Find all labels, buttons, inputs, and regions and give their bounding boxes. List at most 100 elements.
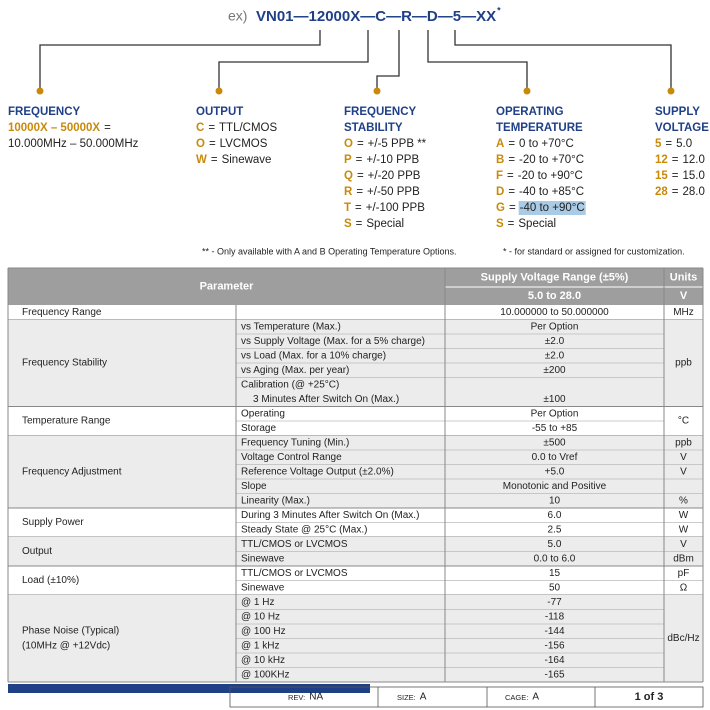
value: 10: [549, 495, 561, 506]
value: Per Option: [531, 321, 579, 332]
footer-bar: [8, 684, 370, 693]
value: +5.0: [545, 466, 565, 477]
unit: dBm: [673, 553, 694, 564]
option-text: 12.0: [683, 154, 705, 166]
option-text: TTL/CMOS: [219, 122, 277, 134]
condition: Voltage Control Range: [241, 452, 342, 463]
value: Monotonic and Positive: [503, 481, 607, 492]
option-text: Special: [366, 218, 404, 230]
unit: W: [679, 524, 689, 535]
condition: Operating: [241, 408, 285, 419]
header-cell: Parameter: [200, 280, 255, 292]
part-code: VN01—12000X—C—R—D—5—XX: [256, 8, 496, 25]
option-text: 5.0: [676, 138, 692, 150]
option-text: Sinewave: [222, 154, 272, 166]
page-number: 1 of 3: [635, 691, 664, 703]
column-title: VOLTAGE: [655, 122, 709, 134]
option-separator: =: [508, 154, 515, 166]
option-separator: =: [356, 186, 363, 198]
option-text: +/-100 PPB: [366, 202, 425, 214]
option-text: LVCMOS: [220, 138, 268, 150]
note: ** - Only available with A and B Operati…: [202, 246, 456, 256]
group-bg: [8, 435, 703, 508]
value: 6.0: [548, 510, 562, 521]
option-code: 15: [655, 170, 668, 182]
condition: @ 1 kHz: [241, 640, 280, 651]
option-separator: =: [357, 170, 364, 182]
option-separator: =: [104, 122, 111, 134]
unit: W: [679, 510, 689, 521]
unit: %: [679, 495, 688, 506]
condition: TTL/CMOS or LVCMOS: [241, 539, 348, 550]
header-cell: 5.0 to 28.0: [528, 290, 581, 302]
condition: Sinewave: [241, 582, 285, 593]
option-text: +/-50 PPB: [367, 186, 420, 198]
unit: °C: [678, 416, 689, 427]
value: ±200: [543, 365, 566, 376]
column-title: STABILITY: [344, 122, 403, 134]
parameter: Temperature Range: [22, 416, 111, 427]
option-separator: =: [208, 122, 215, 134]
parameter: Frequency Adjustment: [22, 466, 122, 477]
header-cell: V: [680, 290, 688, 302]
condition: Linearity (Max.): [241, 495, 310, 506]
option-separator: =: [665, 138, 672, 150]
option-separator: =: [508, 138, 515, 150]
option-text: -40 to +90°C: [520, 202, 585, 214]
value: ±500: [543, 437, 566, 448]
condition: Slope: [241, 481, 267, 492]
condition: Storage: [241, 423, 276, 434]
condition: Steady State @ 25°C (Max.): [241, 524, 367, 535]
column-title: OPERATING: [496, 106, 564, 118]
value: 5.0: [548, 539, 562, 550]
option-separator: =: [672, 170, 679, 182]
value: -165: [544, 669, 564, 680]
option-separator: =: [357, 138, 364, 150]
option-text: +/-5 PPB **: [368, 138, 427, 150]
footer-value: A: [420, 692, 427, 703]
value: -55 to +85: [532, 423, 578, 434]
value: ±2.0: [545, 350, 565, 361]
condition: TTL/CMOS or LVCMOS: [241, 568, 348, 579]
unit: V: [680, 539, 687, 550]
parameter: Supply Power: [22, 517, 84, 528]
value: -164: [544, 655, 564, 666]
option-separator: =: [356, 154, 363, 166]
condition: vs Aging (Max. per year): [241, 365, 349, 376]
option-code: A: [496, 138, 504, 150]
value: 50: [549, 582, 561, 593]
option-text: -40 to +85°C: [519, 186, 584, 198]
parameter: Frequency Stability: [22, 358, 107, 369]
parameter: (10MHz @ +12Vdc): [22, 641, 110, 652]
option-code: 10000X – 50000X: [8, 122, 100, 134]
footer-box: [229, 686, 704, 708]
option-separator: =: [356, 218, 363, 230]
option-text: 15.0: [683, 170, 705, 182]
value: 10.000000 to 50.000000: [500, 307, 609, 318]
value: ±2.0: [545, 336, 565, 347]
condition: vs Supply Voltage (Max. for a 5% charge): [241, 336, 425, 347]
header-cell: Supply Voltage Range (±5%): [481, 271, 629, 283]
column-title: TEMPERATURE: [496, 122, 583, 134]
condition: @ 10 Hz: [241, 611, 280, 622]
option-text: 0 to +70°C: [519, 138, 574, 150]
option-text: 28.0: [683, 186, 705, 198]
condition: 3 Minutes After Switch On (Max.): [253, 394, 399, 405]
value: ±100: [543, 394, 566, 405]
condition: Sinewave: [241, 553, 285, 564]
condition: Reference Voltage Output (±2.0%): [241, 466, 394, 477]
option-separator: =: [209, 138, 216, 150]
option-text: -20 to +90°C: [518, 170, 583, 182]
option-separator: =: [509, 202, 516, 214]
option-separator: =: [507, 170, 514, 182]
option-code: T: [344, 202, 351, 214]
option-code: S: [344, 218, 352, 230]
footer-value: A: [532, 692, 539, 703]
option-code: 12: [655, 154, 668, 166]
parameter: Frequency Range: [22, 307, 102, 318]
option-separator: =: [672, 154, 679, 166]
option-code: 5: [655, 138, 662, 150]
condition: @ 100 Hz: [241, 626, 286, 637]
value: -156: [544, 640, 564, 651]
